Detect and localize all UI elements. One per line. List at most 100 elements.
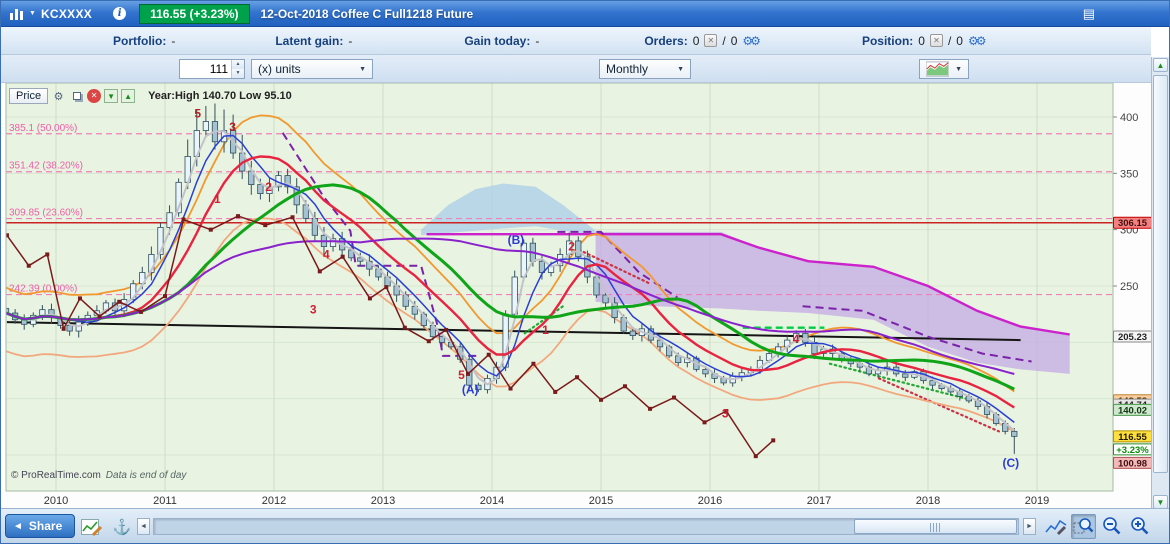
list-view-icon[interactable]: ▤ xyxy=(1082,5,1095,21)
lower-band xyxy=(6,217,1015,433)
svg-text:(B): (B) xyxy=(508,233,525,247)
long-trendline xyxy=(6,321,1021,342)
svg-text:4: 4 xyxy=(323,247,330,261)
wrench-icon[interactable]: ⚙ xyxy=(53,90,64,103)
price-indicator-label[interactable]: Price xyxy=(9,88,49,104)
plot-border xyxy=(5,83,1114,492)
x-tick-label: 2015 xyxy=(589,495,613,507)
position-count-2: 0 xyxy=(956,33,963,48)
chart-style-button[interactable]: ▼ xyxy=(919,59,969,79)
zoom-out-icon[interactable] xyxy=(1099,514,1124,539)
x-tick-label: 2010 xyxy=(44,495,68,507)
bottom-toolbar: ◄ Share ⚓ ◄ ► xyxy=(1,508,1169,543)
duplicate-icon[interactable] xyxy=(69,89,84,104)
position-label: Position: xyxy=(861,33,914,48)
anchor-icon[interactable]: ⚓ xyxy=(112,519,132,536)
latent-gain-stat: Latent gain: - xyxy=(275,34,352,48)
x-tick-label: 2012 xyxy=(262,495,286,507)
horizontal-scrollbar[interactable] xyxy=(153,518,1019,535)
position-settings-icon[interactable]: ⚙⚙ xyxy=(967,33,986,48)
x-tick-label: 2011 xyxy=(153,495,177,507)
y-tick-label: 350 xyxy=(1120,168,1138,180)
account-bar: Portfolio: - Latent gain: - Gain today: … xyxy=(1,27,1151,55)
year-stats: Year:High 140.70 Low 95.10 xyxy=(148,90,292,102)
units-select[interactable]: (x) units ▼ xyxy=(251,59,373,79)
close-icon[interactable]: ✕ xyxy=(87,89,102,103)
controls-bar: ▲▼ (x) units ▼ Monthly ▼ ▼ xyxy=(1,55,1151,83)
latent-gain-label: Latent gain: xyxy=(275,33,344,48)
svg-text:205.23: 205.23 xyxy=(1118,332,1147,343)
svg-text:1: 1 xyxy=(542,323,549,337)
portfolio-label: Portfolio: xyxy=(113,33,167,48)
vertical-scrollbar-thumb[interactable] xyxy=(1153,75,1168,473)
share-icon: ◄ xyxy=(13,520,23,532)
share-button[interactable]: ◄ Share xyxy=(5,514,76,538)
position-stat: Position: 0 ✕ / 0 ⚙⚙ xyxy=(861,33,986,48)
vertical-scrollbar[interactable]: ▲ ▼ xyxy=(1151,57,1169,510)
dotted-line xyxy=(877,377,1001,433)
svg-text:5: 5 xyxy=(194,107,201,121)
orders-stat: Orders: 0 ✕ / 0 ⚙⚙ xyxy=(644,33,761,48)
quantity-spin-buttons[interactable]: ▲ ▼ xyxy=(231,60,244,78)
ma-red xyxy=(6,155,1015,409)
price-indicator-toolbar: Price ⚙ ✕ ▼ ▲ Year:High 140.70 Low 95.10 xyxy=(9,88,292,104)
chart-settings-icon[interactable] xyxy=(1043,514,1068,539)
fib-label: 351.42 (38.20%) xyxy=(9,161,83,172)
move-up-icon[interactable]: ▲ xyxy=(121,89,136,103)
svg-text:2: 2 xyxy=(568,240,575,254)
portfolio-value: - xyxy=(171,33,176,48)
orders-separator: / xyxy=(722,33,726,48)
cancel-orders-button[interactable]: ✕ xyxy=(704,34,718,47)
price-chart[interactable]: 385.1 (50.00%) 351.42 (38.20%) 309.85 (23.… xyxy=(1,83,1153,510)
svg-text:(A): (A) xyxy=(462,383,479,397)
fib-label: 309.85 (23.60%) xyxy=(9,208,83,219)
quantity-stepper[interactable]: ▲▼ xyxy=(179,59,245,79)
chart-edit-icon[interactable] xyxy=(79,515,105,539)
zoom-in-icon[interactable] xyxy=(1127,514,1152,539)
info-icon[interactable]: i xyxy=(113,7,127,20)
chevron-down-icon: ▼ xyxy=(955,65,962,73)
symbol-selector[interactable]: KCXXXX xyxy=(40,6,93,21)
gain-today-label: Gain today: xyxy=(464,33,531,48)
svg-text:5: 5 xyxy=(458,368,465,382)
fib-label: 242.39 (0.00%) xyxy=(9,284,77,295)
x-tick-label: 2014 xyxy=(480,495,504,507)
svg-text:100.98: 100.98 xyxy=(1118,458,1147,469)
move-down-icon[interactable]: ▼ xyxy=(104,89,119,103)
svg-text:+3.23%: +3.23% xyxy=(1116,445,1149,456)
copyright-text: Data is end of day xyxy=(105,470,187,481)
close-position-button[interactable]: ✕ xyxy=(929,34,943,47)
x-tick-label: 2019 xyxy=(1025,495,1049,507)
chart-style-thumbnail-icon xyxy=(926,61,950,77)
timeframe-select[interactable]: Monthly ▼ xyxy=(599,59,691,79)
time-axis xyxy=(1,491,1113,510)
chart-window-icon[interactable] xyxy=(9,7,24,20)
svg-text:140.02: 140.02 xyxy=(1118,405,1147,416)
dashed-line xyxy=(802,305,1032,363)
quantity-input[interactable] xyxy=(180,60,231,78)
ma-purple xyxy=(6,237,1015,375)
latent-gain-value: - xyxy=(348,33,353,48)
dotted-line xyxy=(578,248,652,285)
horizontal-scrollbar-thumb[interactable] xyxy=(854,519,1017,534)
scroll-right-icon[interactable]: ► xyxy=(1023,518,1036,535)
zoom-box-icon[interactable] xyxy=(1071,514,1096,539)
svg-text:1: 1 xyxy=(214,192,221,206)
ma-grey xyxy=(6,130,1015,432)
svg-text:3: 3 xyxy=(310,303,317,317)
copyright-brand: © ProRealTime.com xyxy=(11,470,101,481)
chart-area[interactable]: 385.1 (50.00%) 351.42 (38.20%) 309.85 (23.… xyxy=(1,83,1153,510)
chevron-down-icon[interactable]: ▼ xyxy=(29,10,36,17)
portfolio-stat: Portfolio: - xyxy=(113,34,175,48)
chevron-down-icon: ▼ xyxy=(677,65,684,73)
orders-count-2: 0 xyxy=(730,33,738,48)
scroll-down-icon[interactable]: ▼ xyxy=(1153,495,1168,509)
copyright-note: © ProRealTime.com Data is end of day xyxy=(11,470,186,481)
orders-settings-icon[interactable]: ⚙⚙ xyxy=(742,33,760,48)
x-tick-label: 2017 xyxy=(807,495,831,507)
svg-text:4: 4 xyxy=(793,332,800,346)
scroll-up-icon[interactable]: ▲ xyxy=(1153,58,1168,72)
scroll-left-icon[interactable]: ◄ xyxy=(137,518,150,535)
x-tick-label: 2016 xyxy=(698,495,722,507)
